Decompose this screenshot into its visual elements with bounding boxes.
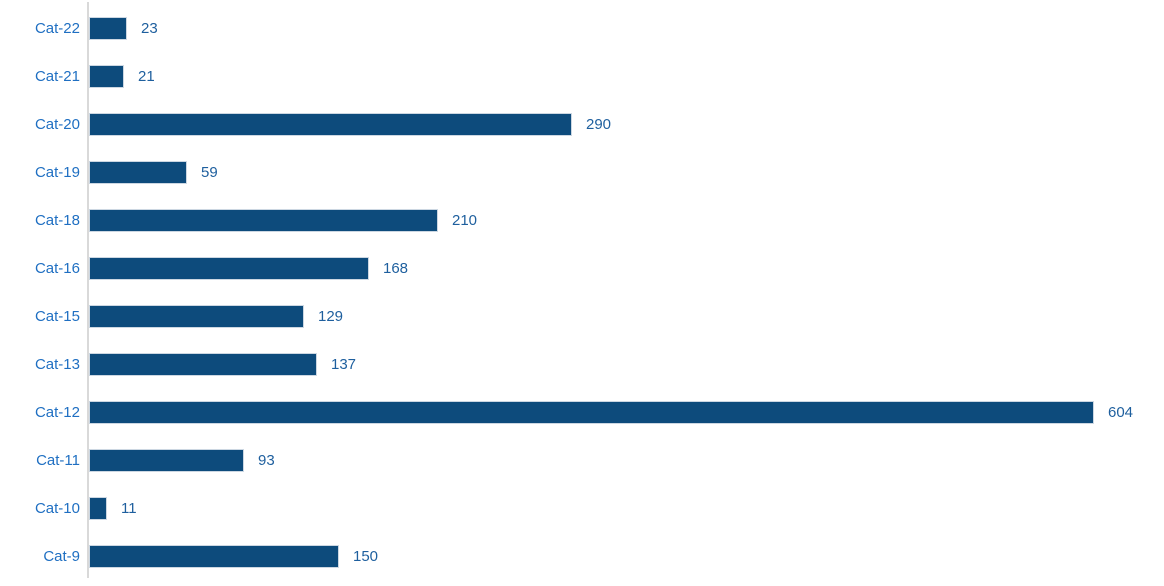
bar: [89, 256, 369, 280]
value-label: 59: [201, 163, 218, 181]
value-label: 150: [353, 547, 379, 565]
bar-row: Cat-16 168: [0, 244, 1164, 292]
category-label: Cat-9: [43, 547, 80, 565]
category-label: Cat-10: [34, 499, 80, 517]
bar-row: Cat-22 23: [0, 4, 1164, 52]
value-label: 21: [138, 67, 155, 85]
category-label: Cat-18: [34, 211, 80, 229]
category-label: Cat-13: [34, 355, 80, 373]
bar-row: Cat-11 93: [0, 436, 1164, 484]
bar: [89, 304, 304, 328]
bar-row: Cat-21 21: [0, 52, 1164, 100]
bar: [89, 400, 1094, 424]
value-label: 137: [331, 355, 357, 373]
y-axis-line: [87, 2, 89, 578]
value-label: 23: [141, 19, 158, 37]
bar: [89, 208, 438, 232]
bar: [89, 352, 317, 376]
bar: [89, 64, 124, 88]
category-label: Cat-11: [36, 451, 80, 469]
bar: [89, 160, 187, 184]
bar-row: Cat-12 604: [0, 388, 1164, 436]
category-label: Cat-22: [34, 19, 80, 37]
bar-row: Cat-10 11: [0, 484, 1164, 532]
category-label: Cat-21: [34, 67, 80, 85]
value-label: 93: [258, 451, 275, 469]
category-label: Cat-12: [34, 403, 80, 421]
bar-row: Cat-20 290: [0, 100, 1164, 148]
value-label: 290: [586, 115, 612, 133]
bar-row: Cat-18 210: [0, 196, 1164, 244]
bar: [89, 112, 572, 136]
value-label: 11: [121, 499, 137, 517]
category-label: Cat-16: [34, 259, 80, 277]
bar: [89, 496, 107, 520]
value-label: 129: [318, 307, 344, 325]
bar-row: Cat-15 129: [0, 292, 1164, 340]
bar: [89, 16, 127, 40]
category-label: Cat-19: [34, 163, 80, 181]
category-label: Cat-20: [34, 115, 80, 133]
bar-row: Cat-19 59: [0, 148, 1164, 196]
bar: [89, 544, 339, 568]
bar: [89, 448, 244, 472]
bar-row: Cat-9 150: [0, 532, 1164, 580]
bar-row: Cat-13 137: [0, 340, 1164, 388]
value-label: 168: [383, 259, 409, 277]
value-label: 210: [452, 211, 478, 229]
category-label: Cat-15: [34, 307, 80, 325]
value-label: 604: [1108, 403, 1134, 421]
